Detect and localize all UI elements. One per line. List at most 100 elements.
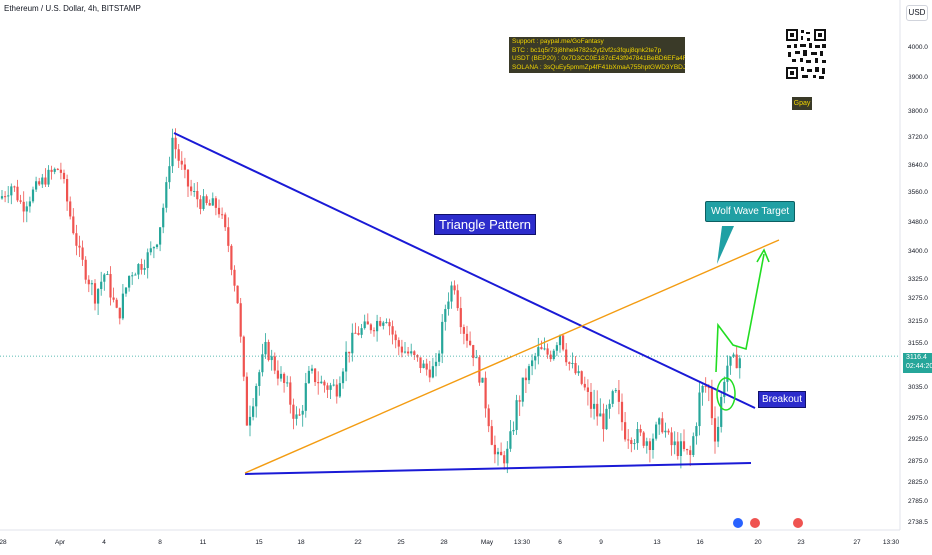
- candle-body: [419, 357, 422, 369]
- y-tick-label: 3325.0: [908, 276, 928, 283]
- candle-body: [400, 346, 403, 353]
- candle-body: [720, 396, 723, 427]
- breakout-circle: [716, 377, 736, 411]
- candle-body: [568, 362, 571, 364]
- candle-body: [286, 382, 289, 384]
- candle-body: [177, 149, 180, 161]
- candle-body: [217, 207, 221, 215]
- candle-body: [481, 377, 484, 383]
- wolf-label-pointer: [717, 226, 734, 264]
- qr-code-image: [784, 27, 828, 81]
- candle-body: [66, 179, 69, 202]
- candle-body: [428, 369, 431, 378]
- candle-body: [159, 227, 162, 245]
- candle-body: [208, 203, 211, 206]
- candle-body: [134, 274, 137, 276]
- candle-body: [270, 356, 273, 361]
- candle-body: [314, 368, 317, 383]
- candle-body: [351, 332, 354, 354]
- x-tick-label: 23: [797, 539, 805, 546]
- candle-body: [403, 351, 407, 353]
- candle-body: [503, 455, 506, 464]
- candle-body: [214, 198, 217, 208]
- projection-path: [715, 253, 765, 373]
- gpay-badge: Gpay: [792, 97, 812, 110]
- projection-arrowhead: [756, 248, 770, 263]
- candle-body: [261, 354, 264, 373]
- candle-body: [252, 406, 255, 417]
- y-tick-label: 2925.0: [908, 436, 928, 443]
- candle-body: [338, 383, 341, 397]
- candle-body: [689, 450, 692, 455]
- candle-body: [614, 390, 617, 392]
- candle-body: [642, 432, 645, 446]
- candle-body: [72, 216, 75, 234]
- y-tick-label: 2825.0: [908, 479, 928, 486]
- x-tick-label: 16: [696, 539, 704, 546]
- candle-body: [664, 430, 667, 433]
- candle-body: [326, 385, 329, 390]
- candle-body: [149, 248, 152, 253]
- candle-body: [583, 383, 586, 388]
- candle-body: [304, 383, 307, 411]
- candle-body: [357, 332, 360, 335]
- y-tick-label: 3560.0: [908, 189, 928, 196]
- candle-body: [661, 418, 664, 433]
- candle-body: [701, 385, 704, 393]
- wolf-wave-line: [244, 239, 780, 474]
- candle-body: [698, 392, 701, 427]
- candle-body: [81, 247, 84, 260]
- x-tick-label: 18: [297, 539, 305, 546]
- candle-body: [193, 190, 196, 192]
- last-price-value: 3116.4: [906, 354, 927, 361]
- x-tick-label: 28: [0, 539, 7, 546]
- candle-body: [645, 441, 648, 446]
- candle-body: [242, 336, 245, 377]
- candle-body: [692, 436, 695, 455]
- candle-body: [658, 418, 661, 425]
- candle-body: [118, 307, 121, 319]
- candle-body: [199, 199, 202, 209]
- candle-body: [283, 373, 286, 383]
- candle-body: [103, 274, 106, 282]
- candle-body: [22, 201, 25, 212]
- candle-body: [388, 322, 391, 327]
- candle-body: [565, 349, 568, 363]
- bar-countdown: 02:44:20: [906, 363, 932, 370]
- candle-body: [512, 429, 515, 432]
- flag-icon: [793, 518, 803, 528]
- candle-body: [636, 429, 639, 444]
- candle-body: [580, 371, 583, 384]
- wolf-wave-target-label: Wolf Wave Target: [705, 201, 796, 222]
- candle-body: [729, 356, 732, 366]
- candle-body: [695, 426, 698, 437]
- candle-body: [540, 347, 543, 350]
- candle-body: [183, 164, 186, 170]
- y-tick-label: 2738.5: [908, 519, 928, 526]
- candle-body: [686, 449, 689, 451]
- candle-body: [456, 290, 459, 309]
- candle-body: [459, 308, 462, 328]
- currency-button[interactable]: USD: [906, 5, 928, 21]
- candle-body: [230, 245, 233, 270]
- candle-body: [624, 422, 627, 440]
- candle-body: [298, 414, 301, 416]
- candle-body: [75, 233, 78, 246]
- y-tick-label: 2875.0: [908, 458, 928, 465]
- candle-body: [527, 366, 531, 381]
- candle-body: [617, 390, 620, 402]
- candle-body: [329, 385, 332, 390]
- x-tick-label: 13: [653, 539, 661, 546]
- candle-body: [221, 214, 224, 216]
- candle-body: [202, 196, 205, 209]
- candle-body: [676, 441, 679, 456]
- candle-body: [115, 299, 118, 308]
- triangle-upper-trendline: [173, 132, 756, 409]
- y-tick-label: 3400.0: [908, 248, 928, 255]
- candle-body: [425, 363, 428, 370]
- candle-body: [44, 177, 47, 185]
- candle-body: [438, 353, 441, 362]
- support-line: BTC : bc1q5r73j8hhel4782s2yt2vf2s3fquj8q…: [512, 46, 662, 54]
- candle-body: [90, 283, 93, 285]
